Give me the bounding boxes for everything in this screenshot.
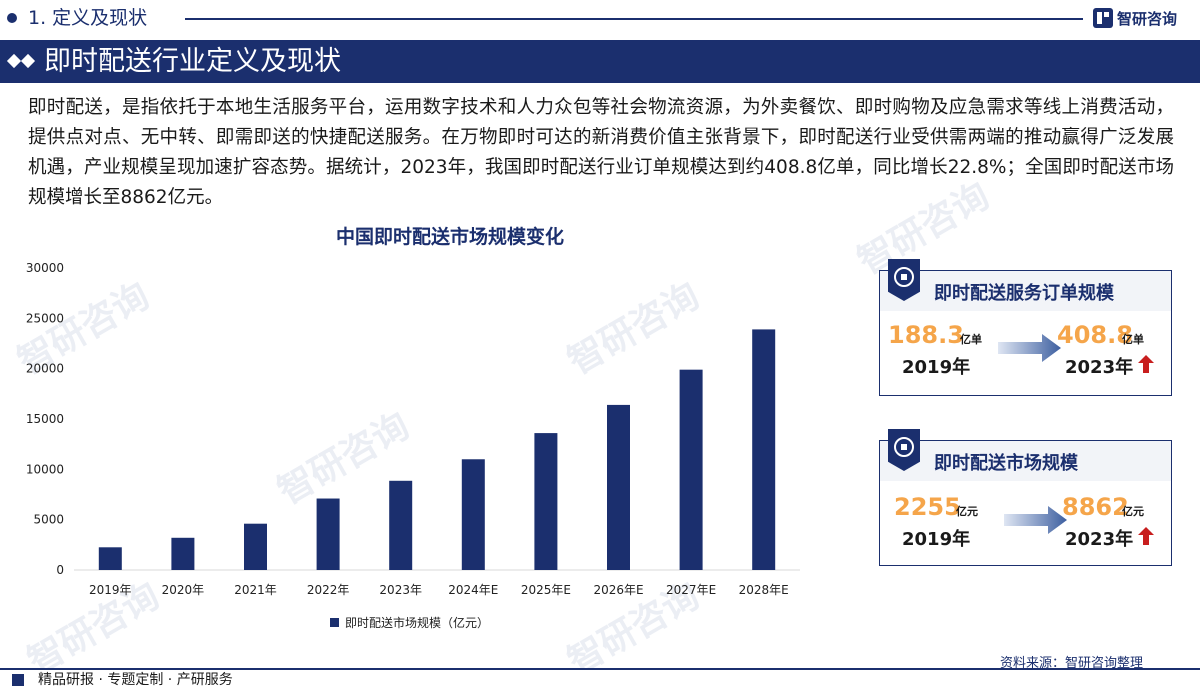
x-tick-label: 2019年	[89, 583, 132, 597]
order-scale-card: 即时配送服务订单规模 188.3 亿单 2019年 408.8 亿单 2023年	[879, 259, 1172, 396]
bar	[752, 329, 776, 570]
bar	[534, 433, 558, 570]
arrow-right-icon	[998, 334, 1061, 362]
bullet-icon	[7, 13, 17, 23]
x-tick-label: 2027年E	[666, 583, 716, 597]
bar	[244, 523, 267, 570]
y-tick-label: 25000	[26, 311, 64, 325]
footer-text: 精品研报 · 专题定制 · 产研服务	[38, 672, 233, 688]
bar	[171, 537, 195, 570]
up-arrow-icon	[1138, 355, 1154, 373]
card-header	[880, 271, 1171, 311]
to-unit: 亿单	[1122, 333, 1144, 346]
from-unit: 亿元	[956, 505, 978, 518]
chart-title: 中国即时配送市场规模变化	[335, 226, 564, 248]
bar	[389, 480, 413, 570]
from-value: 2255	[894, 493, 961, 521]
to-value: 8862	[1062, 493, 1129, 521]
y-tick-label: 20000	[26, 362, 64, 376]
up-arrow-icon	[1138, 527, 1154, 545]
x-tick-label: 2024年E	[448, 583, 498, 597]
x-tick-label: 2025年E	[521, 583, 571, 597]
to-unit: 亿元	[1122, 505, 1144, 518]
title-banner: 即时配送行业定义及现状	[0, 40, 1200, 83]
bar	[316, 498, 340, 570]
bar-chart: 0 5000 10000 15000 20000 25000 30000 2019年 2020年…	[26, 261, 800, 597]
x-tick-label: 2026年E	[593, 583, 643, 597]
x-tick-label: 2022年	[307, 583, 350, 597]
page-title: 即时配送行业定义及现状	[44, 46, 341, 77]
y-tick-label: 5000	[33, 513, 64, 527]
from-value: 188.3	[888, 321, 964, 349]
legend-label: 即时配送市场规模（亿元）	[345, 615, 490, 630]
diamond-icon	[6, 53, 22, 69]
from-unit: 亿单	[960, 333, 982, 346]
intro-paragraph: 即时配送，是指依托于本地生活服务平台，运用数字技术和人力众包等社会物流资源，为外…	[28, 97, 1174, 208]
diamond-icon	[20, 53, 36, 69]
x-tick-label: 2020年	[162, 583, 205, 597]
card-title: 即时配送市场规模	[934, 453, 1078, 474]
to-year: 2023年	[1065, 529, 1134, 550]
market-scale-card: 即时配送市场规模 2255 亿元 2019年 8862 亿元 2023年	[879, 429, 1172, 566]
arrow-right-icon	[1004, 506, 1067, 534]
from-year: 2019年	[902, 529, 971, 550]
y-tick-label: 10000	[26, 462, 64, 476]
bar	[461, 459, 485, 570]
y-tick-label: 15000	[26, 412, 64, 426]
top-bar: 1. 定义及现状 智研咨询	[0, 0, 1200, 36]
x-tick-label: 2021年	[234, 583, 277, 597]
logo-icon	[1093, 8, 1113, 28]
x-tick-label: 2023年	[379, 583, 422, 597]
footer-icon	[12, 674, 24, 686]
x-tick-label: 2028年E	[739, 583, 789, 597]
bar	[98, 547, 122, 570]
card-header	[880, 441, 1171, 481]
chart-icon	[888, 429, 920, 471]
to-value: 408.8	[1057, 321, 1133, 349]
legend-swatch	[330, 617, 339, 627]
y-tick-label: 30000	[26, 261, 64, 275]
section-label: 1. 定义及现状	[28, 7, 148, 29]
divider	[185, 18, 1083, 20]
logo-text: 智研咨询	[1117, 9, 1178, 28]
card-title: 即时配送服务订单规模	[934, 283, 1114, 304]
chart-legend: 即时配送市场规模（亿元）	[330, 613, 489, 631]
footer: 精品研报 · 专题定制 · 产研服务	[0, 670, 1200, 692]
bar	[607, 404, 630, 570]
to-year: 2023年	[1065, 357, 1134, 378]
footer-divider	[0, 668, 1200, 670]
logo: 智研咨询	[1093, 6, 1177, 30]
bar	[679, 369, 703, 570]
y-tick-label: 0	[56, 563, 64, 577]
from-year: 2019年	[902, 357, 971, 378]
source-note: 资料来源：智研咨询整理	[1000, 656, 1144, 671]
chart-icon	[888, 259, 920, 301]
